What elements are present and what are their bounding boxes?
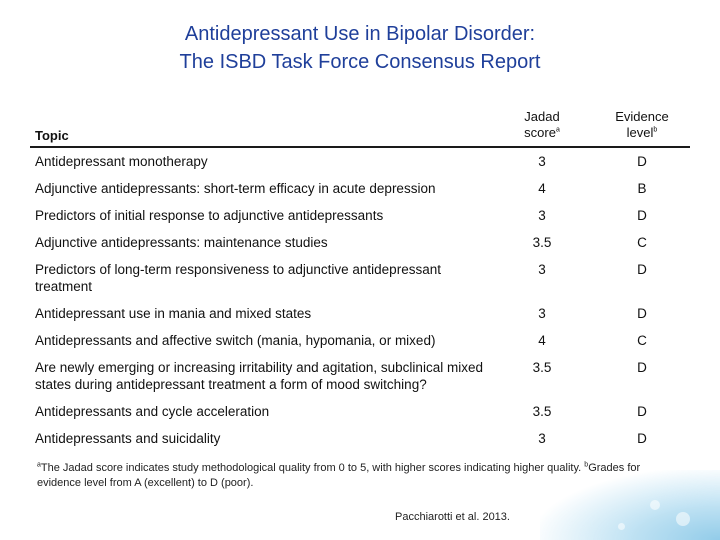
slide-title: Antidepressant Use in Bipolar Disorder: … bbox=[0, 20, 720, 76]
row-evidence: D bbox=[637, 404, 647, 419]
row-jadad: 3 bbox=[538, 306, 546, 321]
table-body: Antidepressant monotherapy 3 D Adjunctiv… bbox=[30, 148, 690, 452]
table-row: Predictors of long-term responsiveness t… bbox=[30, 256, 690, 300]
row-evidence: D bbox=[637, 431, 647, 446]
evidence-table: Topic Jadad scorea Evidence levelb Antid… bbox=[30, 108, 690, 452]
header-jadad-sup: a bbox=[555, 126, 560, 134]
row-jadad: 3.5 bbox=[532, 235, 552, 250]
header-evidence-line1: Evidence bbox=[615, 109, 669, 124]
row-jadad: 4 bbox=[538, 181, 546, 196]
table-row: Adjunctive antidepressants: maintenance … bbox=[30, 229, 690, 256]
table-header: Topic Jadad scorea Evidence levelb bbox=[30, 108, 690, 148]
row-jadad: 3 bbox=[538, 154, 546, 169]
table-row: Are newly emerging or increasing irritab… bbox=[30, 354, 690, 398]
row-evidence: C bbox=[637, 333, 647, 348]
row-topic: Adjunctive antidepressants: short-term e… bbox=[35, 181, 436, 196]
row-evidence: B bbox=[637, 181, 647, 196]
header-jadad-line1: Jadad bbox=[524, 109, 560, 124]
header-evidence-level: Evidence levelb bbox=[602, 109, 682, 141]
table-row: Antidepressant monotherapy 3 D bbox=[30, 148, 690, 175]
row-evidence: D bbox=[637, 262, 647, 277]
row-topic: Antidepressants and affective switch (ma… bbox=[35, 333, 436, 348]
header-evidence-line2: level bbox=[626, 125, 654, 140]
row-topic: Antidepressant use in mania and mixed st… bbox=[35, 306, 312, 321]
decorative-bubble bbox=[676, 512, 690, 526]
table-row: Adjunctive antidepressants: short-term e… bbox=[30, 175, 690, 202]
header-evidence-sup: b bbox=[653, 126, 658, 134]
row-evidence: D bbox=[637, 360, 647, 375]
row-jadad: 3 bbox=[538, 208, 546, 223]
row-evidence: C bbox=[637, 235, 647, 250]
header-topic: Topic bbox=[35, 128, 69, 143]
row-jadad: 3.5 bbox=[532, 360, 552, 375]
table-row: Antidepressants and suicidality 3 D bbox=[30, 425, 690, 452]
row-topic: Adjunctive antidepressants: maintenance … bbox=[35, 235, 328, 250]
row-topic: Predictors of initial response to adjunc… bbox=[35, 208, 384, 223]
table-row: Antidepressants and cycle acceleration 3… bbox=[30, 398, 690, 425]
table-row: Antidepressant use in mania and mixed st… bbox=[30, 300, 690, 327]
footnote-sup-a: a bbox=[37, 461, 41, 469]
title-line-2: The ISBD Task Force Consensus Report bbox=[179, 51, 541, 73]
decorative-bubble bbox=[618, 523, 625, 530]
header-jadad-line2: score bbox=[524, 125, 556, 140]
footnote-sup-b: b bbox=[584, 461, 589, 469]
row-jadad: 3 bbox=[538, 262, 546, 277]
row-topic: Antidepressants and suicidality bbox=[35, 431, 221, 446]
header-jadad-score: Jadad scorea bbox=[507, 109, 577, 141]
row-topic: Antidepressant monotherapy bbox=[35, 154, 208, 169]
table-footnote: aThe Jadad score indicates study methodo… bbox=[37, 461, 687, 491]
row-topic: Predictors of long-term responsiveness t… bbox=[35, 262, 441, 294]
row-jadad: 3 bbox=[538, 431, 546, 446]
row-topic: Are newly emerging or increasing irritab… bbox=[35, 360, 483, 392]
row-evidence: D bbox=[637, 208, 647, 223]
footnote-a: The Jadad score indicates study methodol… bbox=[40, 462, 582, 474]
table-row: Antidepressants and affective switch (ma… bbox=[30, 327, 690, 354]
citation: Pacchiarotti et al. 2013. bbox=[395, 511, 510, 523]
decorative-bubble bbox=[650, 500, 660, 510]
row-evidence: D bbox=[637, 306, 647, 321]
table-row: Predictors of initial response to adjunc… bbox=[30, 202, 690, 229]
row-topic: Antidepressants and cycle acceleration bbox=[35, 404, 270, 419]
title-line-1: Antidepressant Use in Bipolar Disorder: bbox=[184, 23, 536, 45]
row-evidence: D bbox=[637, 154, 647, 169]
decorative-water-corner bbox=[540, 470, 720, 540]
row-jadad: 3.5 bbox=[532, 404, 552, 419]
row-jadad: 4 bbox=[538, 333, 546, 348]
